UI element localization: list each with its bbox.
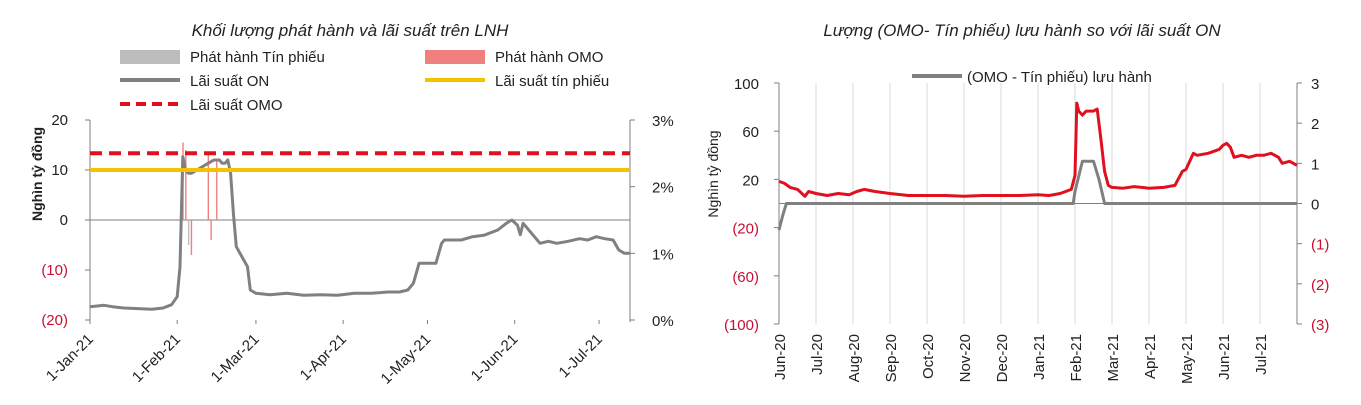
legend-label-on-rate: Lãi suất ON: [190, 73, 269, 90]
left-chart-ylabel: Nghìn tỷ đồng: [29, 127, 45, 221]
left-chart-legend: Phát hành Tín phiếu Phát hành OMO Lãi su…: [120, 49, 609, 114]
right-y2-tick-label-2: 1: [1311, 156, 1319, 173]
legend-label-omo-issue: Phát hành OMO: [495, 49, 603, 66]
left-y-tick-label-3: (10): [41, 262, 68, 279]
right-chart-ylabel: Nghìn tỷ đồng: [705, 130, 721, 217]
right-x-tick-label-5: Nov-20: [957, 334, 974, 382]
right-chart-series: [777, 101, 1298, 231]
left-y2-tick-label-0: 3%: [652, 113, 674, 130]
right-chart-y-ticks: 100 60 20 (20) (60) (100): [724, 76, 779, 334]
left-x-tick-label-3: 1-Apr-21: [297, 331, 350, 384]
right-chart-x-ticks: Jun-20 Jul-20 Aug-20 Sep-20 Oct-20 Nov-20 Dec-…: [772, 334, 1270, 384]
right-series-line-1: [778, 101, 1298, 198]
right-chart: Lượng (OMO- Tín phiếu) lưu hành so với l…: [705, 21, 1329, 384]
right-series-line-0: [777, 159, 1297, 231]
right-y2-tick-label-4: (1): [1311, 237, 1329, 254]
left-bar-1-0: [187, 220, 190, 245]
right-y-tick-label-3: (20): [732, 221, 759, 238]
right-x-tick-label-7: Jan-21: [1031, 334, 1048, 380]
left-x-tick-label-0: 1-Jan-21: [43, 331, 97, 385]
left-y2-tick-label-1: 2%: [652, 180, 674, 197]
right-x-tick-label-11: May-21: [1179, 334, 1196, 384]
left-chart: Khối lượng phát hành và lãi suất trên LN…: [29, 21, 674, 388]
right-x-tick-label-2: Aug-20: [846, 334, 863, 382]
right-x-tick-label-6: Dec-20: [994, 334, 1011, 382]
left-y-tick-label-4: (20): [41, 312, 68, 329]
right-x-tick-label-4: Oct-20: [920, 334, 937, 379]
right-y2-tick-label-5: (2): [1311, 277, 1329, 294]
legend-label-tinphieu-issue: Phát hành Tín phiếu: [190, 49, 325, 66]
left-x-tick-label-6: 1-Jul-21: [556, 331, 606, 381]
right-x-tick-label-10: Apr-21: [1142, 334, 1159, 379]
legend-swatch-omo-issue: [425, 50, 485, 64]
right-x-tick-label-9: Mar-21: [1105, 334, 1122, 382]
left-y-tick-label-1: 10: [51, 162, 68, 179]
right-y-tick-label-0: 100: [734, 76, 759, 93]
left-series-line-0: [89, 155, 630, 311]
left-bar-0-3: [207, 155, 210, 220]
right-chart-title: Lượng (OMO- Tín phiếu) lưu hành so với l…: [823, 21, 1221, 40]
right-x-tick-label-1: Jul-20: [809, 334, 826, 375]
left-chart-y2-ticks: 3% 2% 1% 0%: [630, 113, 674, 330]
left-y2-tick-label-3: 0%: [652, 313, 674, 330]
legend-label-omo-rate: Lãi suất OMO: [190, 97, 283, 114]
left-x-tick-label-4: 1-May-21: [378, 331, 435, 388]
right-x-tick-label-0: Jun-20: [772, 334, 789, 380]
left-x-tick-label-1: 1-Feb-21: [129, 331, 184, 386]
left-chart-series: [89, 151, 630, 311]
legend-label-omo-minus-tinphieu: (OMO - Tín phiếu) lưu hành: [967, 69, 1152, 86]
right-x-tick-label-13: Jul-21: [1253, 334, 1270, 375]
left-bar-0-5: [216, 160, 218, 220]
left-bar-0-2: [190, 220, 193, 255]
right-y-tick-label-4: (60): [732, 269, 759, 286]
right-x-tick-label-3: Sep-20: [883, 334, 900, 382]
right-chart-y2-ticks: 3 2 1 0 (1) (2) (3): [1297, 76, 1329, 334]
right-y-tick-label-5: (100): [724, 317, 759, 334]
right-chart-legend: (OMO - Tín phiếu) lưu hành: [912, 69, 1152, 86]
left-chart-x-ticks: 1-Jan-21 1-Feb-21 1-Mar-21 1-Apr-21 1-May-21…: [43, 320, 606, 388]
legend-label-tinphieu-rate: Lãi suất tín phiếu: [495, 73, 609, 90]
legend-swatch-tinphieu-issue: [120, 50, 180, 64]
left-chart-title: Khối lượng phát hành và lãi suất trên LN…: [192, 21, 510, 40]
right-y2-tick-label-1: 2: [1311, 116, 1319, 133]
right-y2-tick-label-3: 0: [1311, 197, 1319, 214]
right-y-tick-label-1: 60: [742, 124, 759, 141]
left-x-tick-label-5: 1-Jun-21: [468, 331, 522, 385]
right-y-tick-label-2: 20: [742, 172, 759, 189]
right-y2-tick-label-6: (3): [1311, 317, 1329, 334]
left-y-tick-label-2: 0: [60, 212, 68, 229]
left-y2-tick-label-2: 1%: [652, 246, 674, 263]
left-x-tick-label-2: 1-Mar-21: [208, 331, 263, 386]
left-chart-y-ticks: 20 10 0 (10) (20): [41, 112, 90, 329]
left-bar-0-4: [210, 220, 212, 240]
right-y2-tick-label-0: 3: [1311, 76, 1319, 93]
right-x-tick-label-12: Jun-21: [1216, 334, 1233, 380]
left-y-tick-label-0: 20: [51, 112, 68, 129]
left-bar-0-1: [185, 150, 187, 220]
right-x-tick-label-8: Feb-21: [1068, 334, 1085, 382]
